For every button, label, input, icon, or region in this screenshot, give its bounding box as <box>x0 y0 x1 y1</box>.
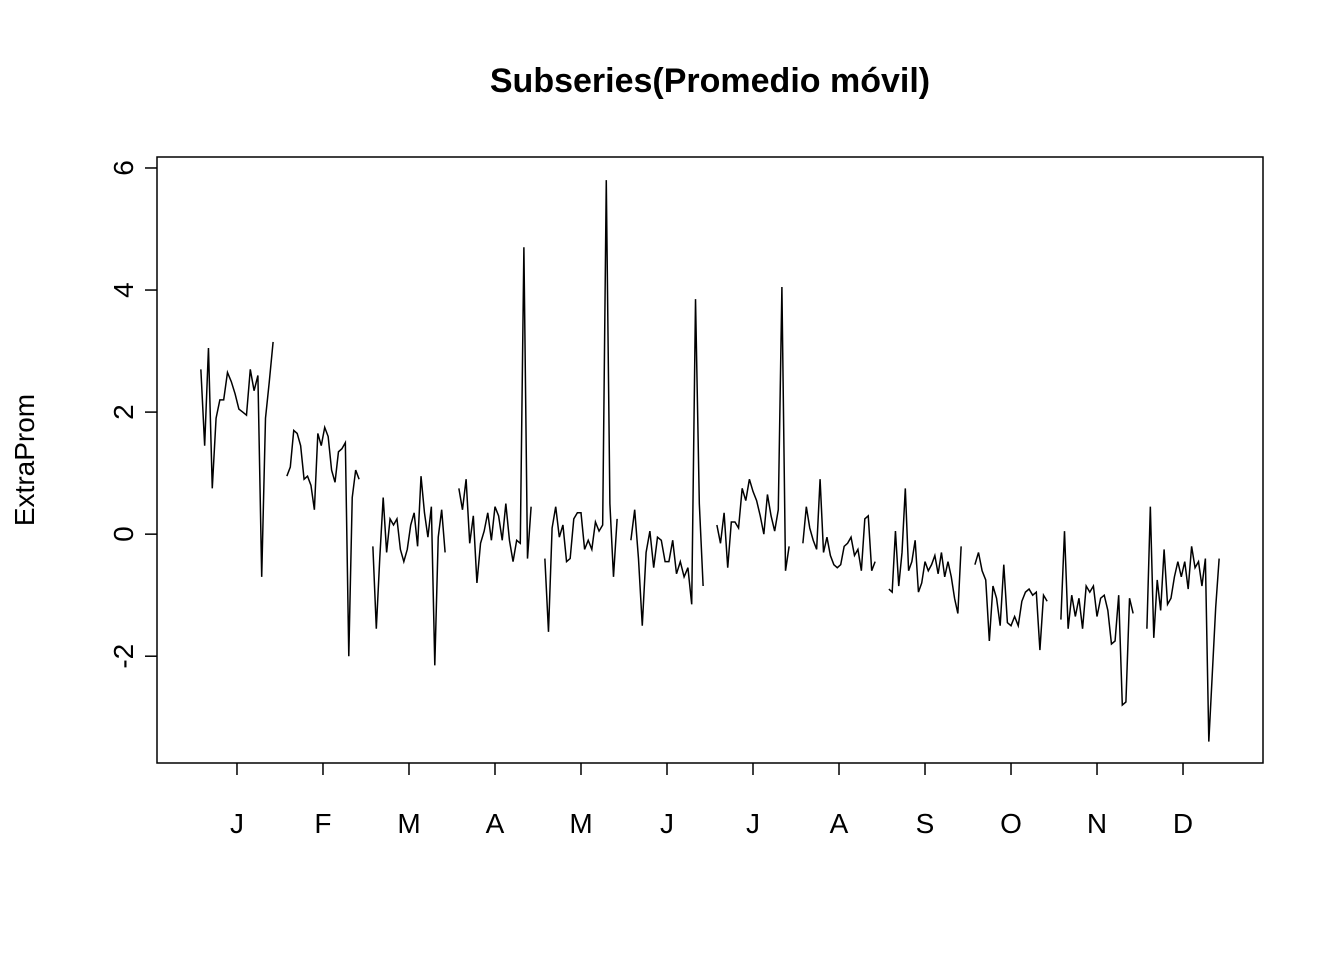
x-tick-label: J <box>660 808 674 839</box>
subseries-line <box>1146 506 1220 742</box>
x-tick-label: J <box>746 808 760 839</box>
subseries-line <box>458 247 532 584</box>
subseries-line <box>286 424 360 657</box>
plot-frame <box>156 156 1264 764</box>
chart-title: Subseries(Promedio móvil) <box>490 62 930 100</box>
y-tick-label: 4 <box>108 282 139 298</box>
subseries-line <box>1060 531 1134 707</box>
x-tick-label: A <box>830 808 849 839</box>
subseries-line <box>716 286 790 571</box>
subseries-line <box>802 479 876 572</box>
subseries-line <box>372 476 446 666</box>
x-tick-label: F <box>314 808 331 839</box>
x-tick-label: O <box>1000 808 1022 839</box>
subseries-line <box>544 180 618 632</box>
x-tick-label: S <box>916 808 935 839</box>
subseries-line <box>200 341 274 577</box>
x-tick-label: M <box>569 808 592 839</box>
x-tick-label: A <box>486 808 505 839</box>
x-tick-label: D <box>1173 808 1193 839</box>
subseries-line <box>888 488 962 614</box>
x-tick-label: M <box>397 808 420 839</box>
subseries-line <box>974 552 1048 651</box>
x-tick-label: J <box>230 808 244 839</box>
subseries-line <box>630 299 704 626</box>
y-axis-label: ExtraProm <box>9 394 40 526</box>
y-tick-label: 2 <box>108 404 139 420</box>
y-tick-label: 6 <box>108 160 139 176</box>
y-tick-label: -2 <box>108 644 139 669</box>
x-tick-label: N <box>1087 808 1107 839</box>
y-tick-label: 0 <box>108 526 139 542</box>
